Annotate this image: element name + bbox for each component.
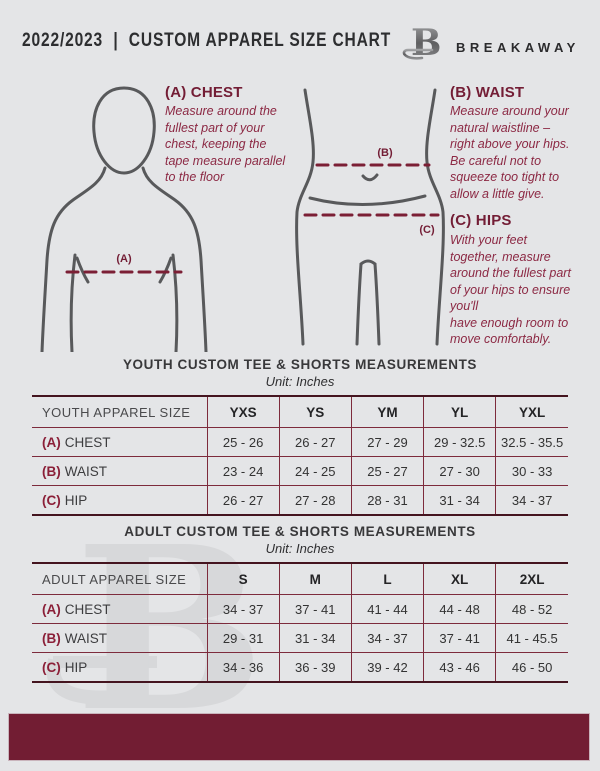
table-cell: 44 - 48 — [423, 594, 496, 624]
table-cell: 27 - 29 — [350, 427, 424, 457]
chest-figure-icon: (A) — [40, 86, 208, 352]
size-column-header: YXL — [495, 396, 568, 428]
youth-size-table: YOUTH APPAREL SIZE YXS YS YM YL YXL (A) C… — [32, 395, 568, 516]
table-cell: 24 - 25 — [278, 456, 352, 486]
waist-guide-heading: (B) WAIST — [450, 84, 525, 101]
brand-name: BREAKAWAY — [456, 39, 580, 55]
table-header-row: YOUTH APPAREL SIZE YXS YS YM YL YXL — [32, 396, 568, 428]
youth-section-title: YOUTH CUSTOM TEE & SHORTS MEASUREMENTS — [122, 357, 478, 372]
youth-size-label-header: YOUTH APPAREL SIZE — [42, 404, 191, 420]
table-cell: 34 - 37 — [495, 485, 568, 515]
adult-size-table: ADULT APPAREL SIZE S M L XL 2XL (A) CHEST… — [32, 562, 568, 683]
table-row: (C) HIP 26 - 27 27 - 28 28 - 31 31 - 34 3… — [32, 485, 568, 516]
table-cell: 29 - 31 — [206, 623, 280, 653]
row-label-prefix: (A) — [42, 434, 61, 450]
table-cell: 27 - 30 — [423, 456, 496, 486]
hips-guide-heading: (C) HIPS — [450, 212, 512, 229]
logo-glyph: B — [411, 22, 441, 63]
breakaway-logo-icon: B — [402, 22, 441, 63]
row-label: (B) WAIST — [32, 624, 207, 653]
table-cell: 27 - 28 — [278, 485, 352, 515]
table-cell: 46 - 50 — [495, 652, 568, 682]
table-cell: 43 - 46 — [423, 652, 496, 682]
table-cell: 37 - 41 — [423, 623, 496, 653]
size-column-header: 2XL — [495, 563, 568, 595]
row-label-text: HIP — [64, 492, 88, 508]
table-cell: 25 - 27 — [350, 456, 424, 486]
table-cell: 36 - 39 — [278, 652, 352, 682]
row-label-prefix: (B) — [42, 630, 61, 646]
size-column-header: M — [278, 563, 352, 595]
chest-guide-heading: (A) CHEST — [165, 84, 243, 101]
hips-guide-text: With your feet together, measure around … — [450, 233, 571, 346]
table-cell: 34 - 37 — [350, 623, 424, 653]
table-row: (C) HIP 34 - 36 36 - 39 39 - 42 43 - 46 4… — [32, 652, 568, 683]
row-label-text: HIP — [64, 659, 88, 675]
size-column-header: XL — [423, 563, 496, 595]
row-label-text: CHEST — [64, 434, 111, 450]
table-cell: 48 - 52 — [495, 594, 568, 624]
table-cell: 32.5 - 35.5 — [495, 427, 568, 457]
hips-measure-label: (C) — [419, 224, 435, 236]
table-cell: 25 - 26 — [206, 427, 280, 457]
chest-measure-label: (A) — [116, 253, 132, 265]
waist-guide-text: Measure around your natural waistline – … — [450, 104, 570, 201]
row-label-prefix: (B) — [42, 463, 61, 479]
page-title: 2022/2023 | CUSTOM APPAREL SIZE CHART — [22, 30, 392, 51]
adult-section-title: ADULT CUSTOM TEE & SHORTS MEASUREMENTS — [124, 524, 476, 539]
size-column-header: YM — [350, 396, 424, 428]
chest-guide-text: Measure around the fullest part of your … — [165, 104, 286, 184]
adult-size-label-header: ADULT APPAREL SIZE — [42, 571, 187, 587]
row-label: (C) HIP — [32, 653, 207, 683]
table-header-row: ADULT APPAREL SIZE S M L XL 2XL — [32, 563, 568, 595]
row-label: (A) CHEST — [32, 595, 207, 624]
waist-hips-figure-icon: (B) (C) — [295, 88, 445, 346]
table-cell: 41 - 45.5 — [495, 623, 568, 653]
table-cell: 28 - 31 — [350, 485, 424, 515]
row-label-prefix: (C) — [42, 492, 61, 508]
row-label-text: CHEST — [64, 601, 111, 617]
row-label-prefix: (A) — [42, 601, 61, 617]
size-column-header: S — [206, 563, 280, 595]
row-label-text: WAIST — [64, 463, 107, 479]
table-row: (A) CHEST 25 - 26 26 - 27 27 - 29 29 - 32… — [32, 427, 568, 457]
row-label: (A) CHEST — [32, 428, 207, 457]
footer-bar — [8, 713, 590, 761]
row-label-text: WAIST — [64, 630, 107, 646]
table-cell: 31 - 34 — [278, 623, 352, 653]
table-cell: 34 - 37 — [206, 594, 280, 624]
table-row: (B) WAIST 29 - 31 31 - 34 34 - 37 37 - 41… — [32, 623, 568, 653]
youth-section-unit: Unit: Inches — [265, 374, 335, 389]
table-row: (A) CHEST 34 - 37 37 - 41 41 - 44 44 - 48… — [32, 594, 568, 624]
table-cell: 26 - 27 — [206, 485, 280, 515]
table-cell: 30 - 33 — [495, 456, 568, 486]
size-column-header: YS — [278, 396, 352, 428]
row-label: (B) WAIST — [32, 457, 207, 486]
row-label-prefix: (C) — [42, 659, 61, 675]
table-cell: 34 - 36 — [206, 652, 280, 682]
size-column-header: YXS — [206, 396, 280, 428]
brand: B BREAKAWAY — [402, 21, 580, 63]
row-label: (C) HIP — [32, 486, 207, 516]
table-cell: 37 - 41 — [278, 594, 352, 624]
table-cell: 23 - 24 — [206, 456, 280, 486]
adult-section-unit: Unit: Inches — [265, 541, 335, 556]
waist-measure-label: (B) — [377, 147, 393, 159]
size-column-header: L — [350, 563, 424, 595]
table-cell: 41 - 44 — [350, 594, 424, 624]
table-cell: 29 - 32.5 — [423, 427, 496, 457]
table-cell: 39 - 42 — [350, 652, 424, 682]
table-cell: 26 - 27 — [278, 427, 352, 457]
table-row: (B) WAIST 23 - 24 24 - 25 25 - 27 27 - 30… — [32, 456, 568, 486]
size-column-header: YL — [423, 396, 496, 428]
table-cell: 31 - 34 — [423, 485, 496, 515]
